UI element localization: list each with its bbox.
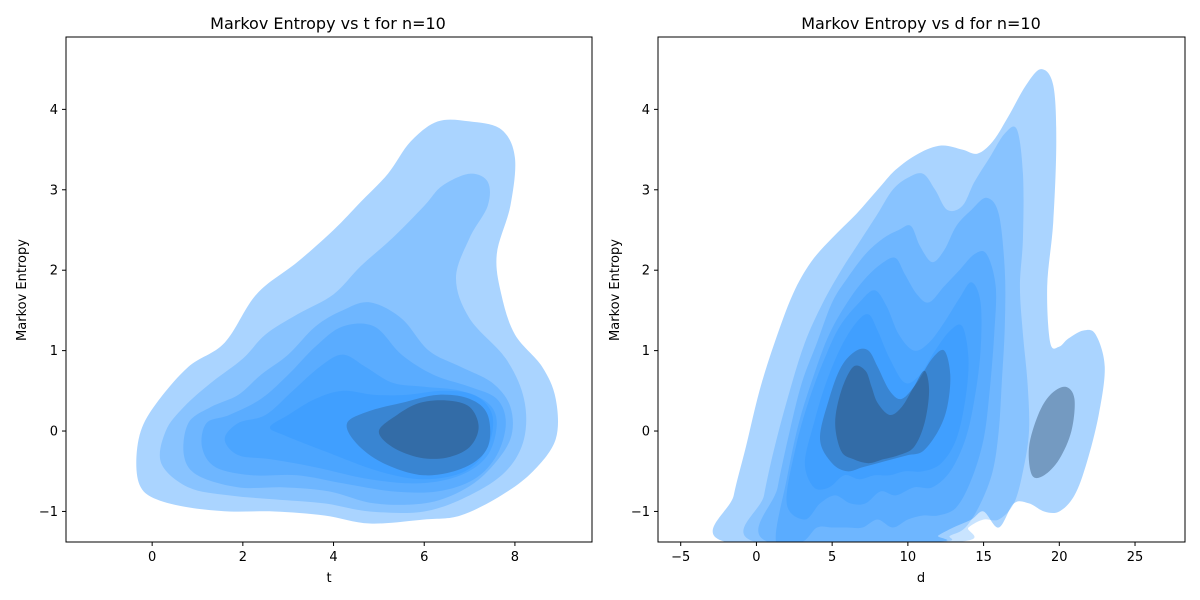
chart-left-y-tick-label: −1 bbox=[39, 505, 58, 520]
chart-right-y-tick-label: 4 bbox=[642, 103, 650, 118]
chart-right-y-axis-label: Markov Entropy bbox=[608, 239, 623, 341]
chart-right-y-tick-label: −1 bbox=[631, 505, 650, 520]
chart-right-x-axis-label: d bbox=[917, 571, 925, 586]
chart-right-x-tick-label: 25 bbox=[1127, 550, 1144, 565]
chart-left-y-axis-label: Markov Entropy bbox=[15, 239, 30, 341]
chart-left-x-tick-label: 6 bbox=[420, 550, 428, 565]
chart-right-x-tick-label: 10 bbox=[900, 550, 917, 565]
chart-left-y-tick-label: 4 bbox=[50, 103, 58, 118]
chart-right-y-tick-label: 2 bbox=[642, 264, 650, 279]
chart-left-x-tick-label: 2 bbox=[239, 550, 247, 565]
chart-left-y-tick-label: 0 bbox=[50, 425, 58, 440]
chart-right-y-tick-label: 3 bbox=[642, 183, 650, 198]
chart-right-title: Markov Entropy vs d for n=10 bbox=[801, 14, 1041, 33]
chart-left-y-tick-label: 2 bbox=[50, 264, 58, 279]
chart-right-x-tick-label: 20 bbox=[1051, 550, 1068, 565]
chart-right-y-tick-label: 0 bbox=[642, 425, 650, 440]
chart-left-y-tick-label: 3 bbox=[50, 183, 58, 198]
chart-left-title: Markov Entropy vs t for n=10 bbox=[210, 14, 446, 33]
chart-right-x-tick-label: 15 bbox=[975, 550, 992, 565]
chart-left-y-tick-label: 1 bbox=[50, 344, 58, 359]
chart-right-x-tick-label: −5 bbox=[671, 550, 690, 565]
chart-left-x-axis-label: t bbox=[326, 571, 331, 586]
chart-right-x-tick-label: 0 bbox=[752, 550, 760, 565]
chart-left-x-tick-label: 4 bbox=[329, 550, 337, 565]
chart-right-y-tick-label: 1 bbox=[642, 344, 650, 359]
chart-left-x-tick-label: 8 bbox=[511, 550, 519, 565]
chart-right-x-tick-label: 5 bbox=[828, 550, 836, 565]
chart-left-x-tick-label: 0 bbox=[148, 550, 156, 565]
